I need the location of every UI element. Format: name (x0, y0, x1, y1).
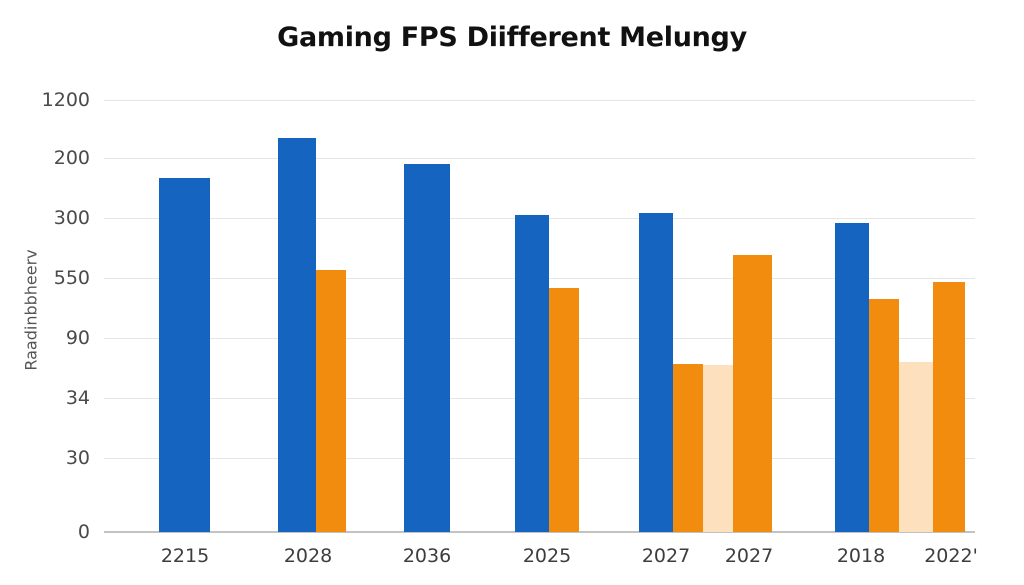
bar (899, 362, 933, 532)
x-tick-label: 2027 (724, 545, 774, 567)
x-tick-label: 2018 (836, 545, 886, 567)
bar (703, 365, 733, 532)
bar (278, 138, 316, 532)
bar (159, 178, 210, 532)
y-tick-label: 90 (65, 327, 90, 349)
bar (404, 164, 450, 532)
bar (733, 255, 772, 532)
bar (673, 364, 703, 532)
x-tick-label: 2027 (641, 545, 691, 567)
x-tick-label: 2025 (522, 545, 572, 567)
bar (515, 215, 549, 532)
gridline (104, 100, 975, 101)
x-axis-baseline (104, 531, 975, 533)
bar (639, 213, 673, 532)
bar (316, 270, 346, 532)
y-tick-label: 30 (65, 447, 90, 469)
y-tick-label: 34 (65, 387, 90, 409)
bar (933, 282, 965, 532)
x-tick-label: 2036 (402, 545, 452, 567)
y-axis-label: Raadinbbheerv (21, 249, 41, 371)
x-tick-label: 2028 (283, 545, 333, 567)
bar (869, 299, 899, 532)
bar (835, 223, 869, 532)
y-tick-label: 300 (53, 207, 90, 229)
y-tick-label: 200 (53, 147, 90, 169)
bar (549, 288, 579, 532)
y-tick-label: 0 (77, 521, 90, 543)
x-tick-label: 2215 (160, 545, 210, 567)
gridline (104, 158, 975, 159)
y-tick-label: 1200 (41, 89, 90, 111)
chart-title: Gaming FPS Diifferent Melungy (277, 22, 747, 53)
y-tick-label: 550 (53, 267, 90, 289)
x-tick-label: 2022' (924, 545, 978, 567)
